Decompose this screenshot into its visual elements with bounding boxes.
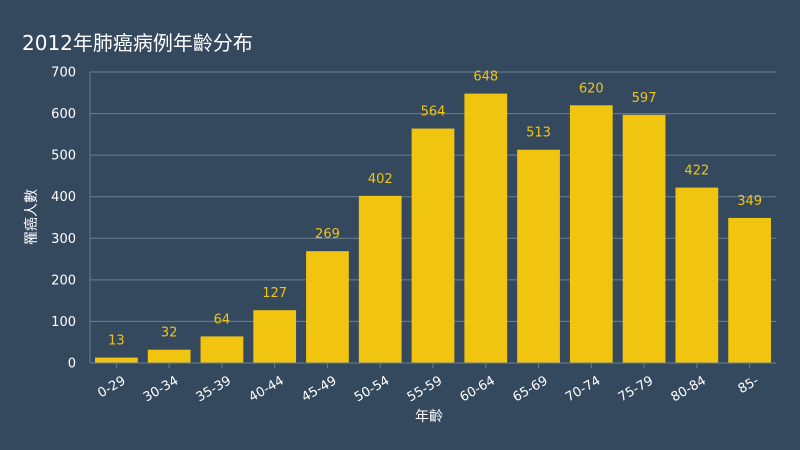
bar-value-label: 269: [315, 227, 340, 242]
bar: [358, 195, 402, 363]
x-tick-label: 35-39: [194, 373, 234, 405]
x-tick-label: 45-49: [299, 373, 339, 405]
x-tick-label: 60-64: [458, 373, 498, 405]
bar: [95, 357, 138, 363]
bar-value-label: 513: [526, 126, 551, 141]
bar: [569, 105, 613, 363]
x-tick-label: 40-44: [246, 373, 286, 405]
bar: [464, 93, 508, 364]
y-tick-label: 700: [51, 66, 76, 81]
y-tick-label: 400: [51, 190, 76, 205]
x-tick-label: 50-54: [352, 373, 392, 405]
bar-value-label: 620: [579, 81, 604, 96]
bar-value-label: 127: [262, 286, 287, 301]
x-tick-label: 55-59: [405, 373, 445, 405]
bar-value-label: 648: [473, 70, 498, 85]
y-tick-label: 200: [51, 273, 76, 288]
chart-title: 2012年肺癌病例年齡分布: [22, 31, 253, 55]
x-tick-label: 65-69: [510, 373, 550, 405]
bar-value-label: 564: [421, 105, 446, 120]
bar-value-label: 13: [108, 334, 125, 349]
bar: [253, 310, 297, 363]
y-tick-label: 100: [51, 315, 76, 330]
bar-value-label: 597: [632, 91, 657, 106]
x-tick-label: 85-: [736, 373, 762, 397]
bar: [411, 128, 455, 363]
x-tick-label: 75-79: [616, 373, 656, 405]
y-axis-label: 罹癌人數: [24, 189, 40, 245]
bar: [147, 349, 191, 363]
x-tick-label: 30-34: [141, 373, 181, 405]
y-tick-label: 0: [68, 357, 76, 372]
bar: [306, 251, 349, 363]
y-tick-label: 500: [51, 149, 76, 164]
bar-value-label: 422: [684, 164, 709, 179]
bar: [200, 336, 244, 363]
y-tick-label: 300: [51, 232, 76, 247]
x-tick-label: 80-84: [669, 373, 709, 405]
bar: [622, 114, 666, 363]
bar-value-label: 32: [161, 326, 178, 341]
bar: [675, 187, 719, 363]
bars: [95, 93, 771, 364]
bar-value-label: 349: [737, 194, 762, 209]
bar-value-label: 64: [214, 312, 231, 327]
bar: [517, 149, 560, 363]
x-axis-label: 年齡: [415, 409, 443, 425]
bar-value-label: 402: [368, 172, 393, 187]
value-labels: 13 32 64 127 269 402 564 648 513 620 597 422 349: [108, 70, 762, 349]
bar: [728, 217, 771, 363]
y-tick-label: 600: [51, 107, 76, 122]
x-tick-label: 0-29: [95, 373, 128, 401]
x-tick-label: 70-74: [563, 373, 603, 405]
